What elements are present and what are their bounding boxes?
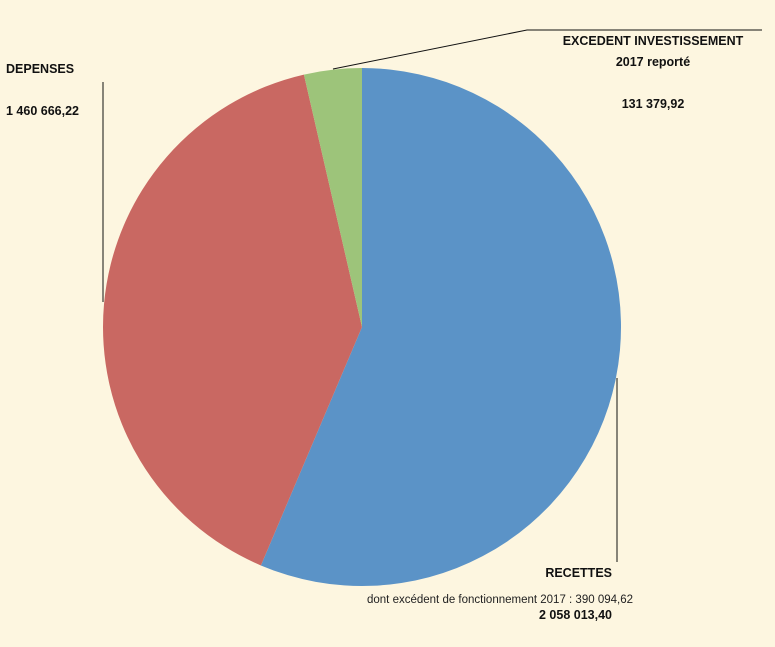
pie-slice — [303, 68, 362, 327]
pie-slice — [260, 68, 622, 587]
category-label: EXCEDENT INVESTISSEMENT 2017 reporté — [562, 34, 744, 69]
annotation: dont excédent de fonctionnement 2017 : 3… — [367, 594, 633, 606]
category-label: RECETTES — [545, 566, 612, 580]
value-label: 1 460 666,22 — [6, 104, 79, 118]
leader-lines — [102, 29, 762, 562]
category-label: DEPENSES — [6, 62, 75, 76]
slice-label: DEPENSES 1 460 666,22 — [6, 38, 79, 143]
pie-plot — [102, 29, 762, 587]
slice-label: EXCEDENT INVESTISSEMENT 2017 reporté 131… — [528, 10, 775, 136]
value-label: 2 058 013,40 — [539, 608, 612, 622]
pie-slice — [103, 74, 363, 566]
chart: RECETTES 2 058 013,40 DEPENSES 1 460 666… — [6, 10, 775, 622]
value-label: 131 379,92 — [621, 97, 685, 111]
leader-line — [332, 29, 762, 70]
